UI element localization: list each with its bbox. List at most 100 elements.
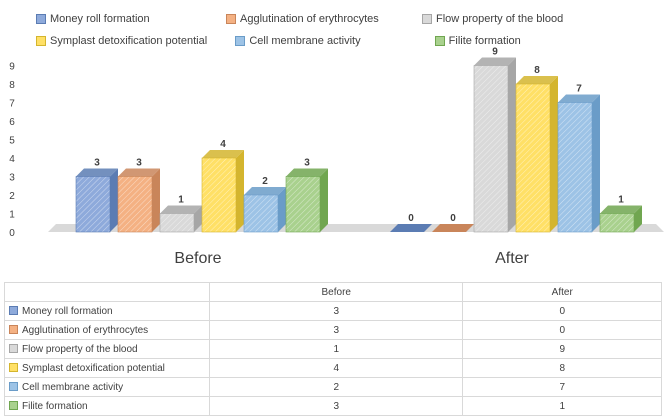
table-cell: 9 — [462, 339, 662, 359]
table-col-header: Before — [208, 282, 464, 302]
table-header-row: Before After — [4, 282, 662, 302]
data-labels: 3 3 1 4 2 3 0 0 9 8 7 1 — [94, 47, 624, 225]
legend: Money roll formation Agglutination of ery… — [36, 8, 596, 52]
data-label: 0 — [450, 213, 456, 224]
data-label: 0 — [408, 213, 414, 224]
legend-item: Symplast detoxification potential — [36, 35, 235, 47]
table-series-name: Agglutination of erythrocytes — [22, 324, 149, 336]
table-series-name: Flow property of the blood — [22, 343, 138, 355]
y-tick-label: 6 — [9, 117, 15, 128]
legend-item: Agglutination of erythrocytes — [226, 13, 422, 25]
table-cell: 2 — [208, 377, 464, 397]
table-swatch — [9, 306, 18, 316]
bar — [473, 57, 516, 233]
data-label: 8 — [534, 65, 540, 76]
table-cell: 0 — [462, 301, 662, 321]
x-tick-label: Before — [174, 250, 221, 267]
table-swatch — [9, 325, 18, 335]
table-row: Filite formation 3 1 — [4, 396, 662, 416]
table-series-label: Agglutination of erythrocytes — [4, 320, 210, 340]
table-cell: 7 — [462, 377, 662, 397]
data-label: 1 — [178, 195, 184, 206]
legend-label: Cell membrane activity — [249, 35, 361, 47]
y-tick-label: 8 — [9, 80, 15, 91]
table-cell: 4 — [208, 358, 464, 378]
bar — [390, 224, 432, 232]
y-tick-label: 7 — [9, 99, 15, 110]
data-label: 4 — [220, 139, 226, 150]
table-series-label: Symplast detoxification potential — [4, 358, 210, 378]
y-axis: 0 1 2 3 4 5 6 7 8 9 — [9, 62, 15, 240]
y-tick-label: 3 — [9, 173, 15, 184]
bar — [201, 150, 244, 233]
data-label: 3 — [94, 158, 100, 169]
table-series-name: Filite formation — [22, 400, 88, 412]
table-corner — [4, 282, 210, 302]
table-cell: 3 — [208, 396, 464, 416]
bar-chart: 0 1 2 3 4 5 6 7 8 9 3 3 1 4 2 3 0 0 9 8 7 1 Before After — [9, 47, 664, 267]
data-label: 2 — [262, 176, 268, 187]
bar — [515, 76, 558, 233]
data-table: Before After Money roll formation 3 0 Agglu… — [4, 282, 662, 416]
legend-swatch — [36, 14, 46, 24]
bar — [243, 187, 286, 233]
table-series-label: Money roll formation — [4, 301, 210, 321]
bar — [117, 168, 160, 233]
data-label: 3 — [304, 158, 310, 169]
bar — [75, 168, 118, 233]
table-swatch — [9, 382, 18, 392]
x-axis-labels: Before After — [174, 250, 529, 267]
data-label: 7 — [576, 84, 582, 95]
legend-label: Agglutination of erythrocytes — [240, 13, 379, 25]
legend-item: Flow property of the blood — [422, 13, 592, 25]
table-cell: 3 — [208, 320, 464, 340]
table-series-name: Symplast detoxification potential — [22, 362, 165, 374]
y-tick-label: 1 — [9, 210, 15, 221]
table-cell: 3 — [208, 301, 464, 321]
legend-label: Filite formation — [448, 35, 521, 47]
legend-swatch — [422, 14, 432, 24]
legend-item: Money roll formation — [36, 13, 226, 25]
legend-swatch — [226, 14, 236, 24]
data-label: 9 — [492, 47, 498, 58]
table-series-label: Cell membrane activity — [4, 377, 210, 397]
table-cell: 0 — [462, 320, 662, 340]
legend-item: Cell membrane activity — [235, 35, 434, 47]
table-series-label: Flow property of the blood — [4, 339, 210, 359]
legend-swatch — [434, 36, 445, 46]
y-tick-label: 0 — [9, 228, 15, 239]
table-row: Money roll formation 3 0 — [4, 301, 662, 321]
table-swatch — [9, 344, 18, 354]
table-row: Flow property of the blood 1 9 — [4, 339, 662, 359]
table-series-name: Cell membrane activity — [22, 381, 124, 393]
bar — [159, 205, 202, 233]
bar — [599, 205, 642, 233]
table-cell: 8 — [462, 358, 662, 378]
bar — [285, 168, 328, 233]
table-swatch — [9, 401, 18, 411]
table-swatch — [9, 363, 18, 373]
table-row: Cell membrane activity 2 7 — [4, 377, 662, 397]
table-series-label: Filite formation — [4, 396, 210, 416]
data-label: 3 — [136, 158, 142, 169]
legend-label: Flow property of the blood — [436, 13, 564, 25]
table-row: Agglutination of erythrocytes 3 0 — [4, 320, 662, 340]
legend-item: Filite formation — [434, 35, 596, 47]
legend-label: Symplast detoxification potential — [50, 35, 208, 47]
legend-swatch — [36, 36, 46, 46]
y-tick-label: 4 — [9, 154, 15, 165]
legend-swatch — [235, 36, 246, 46]
y-tick-label: 2 — [9, 191, 15, 202]
y-tick-label: 9 — [9, 62, 15, 73]
table-row: Symplast detoxification potential 4 8 — [4, 358, 662, 378]
bar — [432, 224, 474, 232]
x-tick-label: After — [495, 250, 529, 267]
legend-label: Money roll formation — [50, 13, 150, 25]
data-label: 1 — [618, 195, 624, 206]
y-tick-label: 5 — [9, 136, 15, 147]
table-series-name: Money roll formation — [22, 305, 113, 317]
table-col-header: After — [462, 282, 662, 302]
table-cell: 1 — [208, 339, 464, 359]
table-cell: 1 — [462, 396, 662, 416]
bars — [75, 57, 642, 233]
